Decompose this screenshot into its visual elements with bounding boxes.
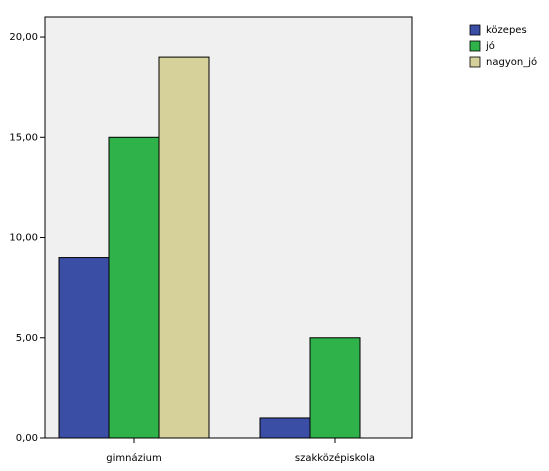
- x-tick-label: gimnázium: [106, 452, 161, 464]
- bar: [58, 257, 110, 439]
- y-tick-label: 10,00: [9, 233, 38, 244]
- legend-label: közepes: [486, 25, 527, 36]
- bar: [309, 337, 361, 439]
- y-tick-label: 0,00: [16, 433, 38, 444]
- bar: [158, 56, 210, 439]
- y-tick-label: 20,00: [9, 32, 38, 43]
- legend-swatch: [469, 56, 481, 68]
- legend-swatch: [469, 24, 481, 36]
- legend-label: nagyon_jó: [486, 56, 537, 68]
- x-tick-label: szakközépiskola: [295, 452, 375, 464]
- bar: [108, 136, 160, 439]
- y-tick-label: 15,00: [9, 132, 38, 143]
- legend-label: jó: [485, 40, 495, 52]
- bar: [259, 417, 311, 439]
- legend-swatch: [469, 40, 481, 52]
- y-tick-label: 5,00: [16, 333, 38, 344]
